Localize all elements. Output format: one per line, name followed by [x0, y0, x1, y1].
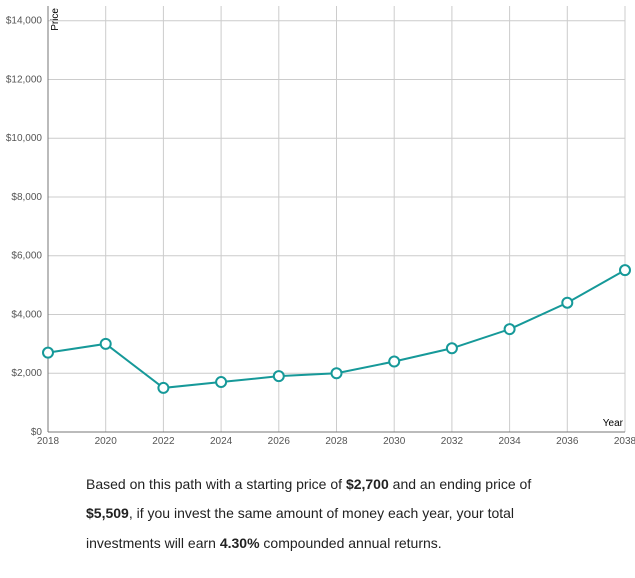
data-point	[43, 348, 53, 358]
y-tick-label: $4,000	[11, 309, 42, 320]
caption-start-price: $2,700	[346, 476, 389, 492]
price-chart: 2018202020222024202620282030203220342036…	[0, 0, 635, 460]
caption-return: 4.30%	[220, 535, 260, 551]
x-tick-label: 2032	[441, 436, 464, 447]
x-tick-label: 2024	[210, 436, 233, 447]
x-tick-label: 2022	[152, 436, 175, 447]
data-point	[274, 371, 284, 381]
y-tick-label: $0	[31, 427, 43, 438]
x-tick-label: 2034	[498, 436, 521, 447]
data-point	[332, 368, 342, 378]
data-point	[505, 324, 515, 334]
data-point	[389, 356, 399, 366]
caption-prefix: Based on this path with a starting price…	[86, 476, 346, 492]
x-axis-label: Year	[603, 418, 624, 429]
y-tick-label: $10,000	[6, 133, 43, 144]
caption-suffix: compounded annual returns.	[260, 535, 442, 551]
caption-text: Based on this path with a starting price…	[0, 460, 635, 578]
chart-svg: 2018202020222024202620282030203220342036…	[0, 0, 635, 460]
x-tick-label: 2028	[325, 436, 348, 447]
y-tick-label: $8,000	[11, 192, 42, 203]
data-point	[216, 377, 226, 387]
data-point	[101, 339, 111, 349]
y-tick-label: $6,000	[11, 251, 42, 262]
data-point	[620, 265, 630, 275]
container: 2018202020222024202620282030203220342036…	[0, 0, 635, 578]
caption-end-price: $5,509	[86, 505, 129, 521]
data-point	[562, 298, 572, 308]
data-point	[447, 343, 457, 353]
y-tick-label: $12,000	[6, 74, 43, 85]
x-tick-label: 2036	[556, 436, 579, 447]
y-axis-label: Price	[50, 8, 61, 31]
x-tick-label: 2030	[383, 436, 406, 447]
data-point	[158, 383, 168, 393]
x-tick-label: 2026	[268, 436, 291, 447]
y-tick-label: $2,000	[11, 368, 42, 379]
caption-mid1: and an ending price of	[389, 476, 531, 492]
x-tick-label: 2038	[614, 436, 635, 447]
y-tick-label: $14,000	[6, 16, 43, 27]
x-tick-label: 2020	[95, 436, 118, 447]
